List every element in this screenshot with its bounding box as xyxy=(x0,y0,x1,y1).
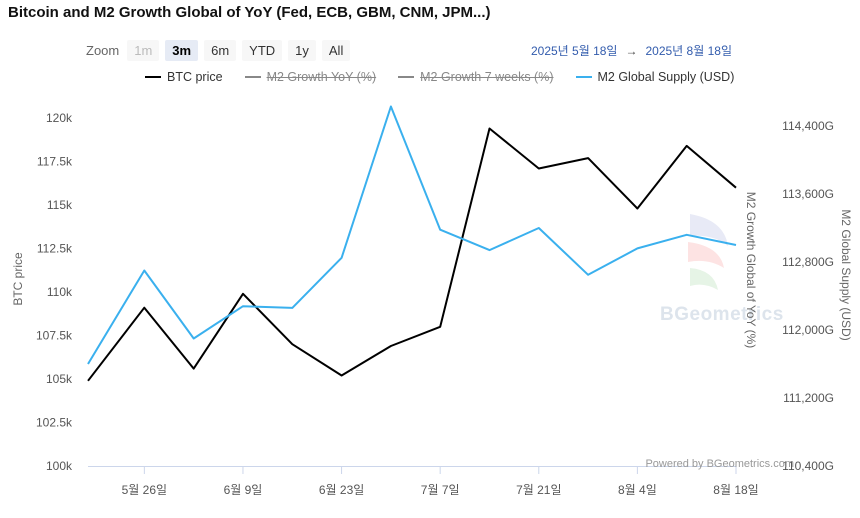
legend-swatch xyxy=(244,76,261,78)
y-left-tick-label: 117.5k xyxy=(37,155,73,169)
y-left-tick-label: 107.5k xyxy=(36,329,73,343)
zoom-toolbar: Zoom 1m 3m 6m YTD 1y All xyxy=(86,40,351,61)
zoom-6m-button[interactable]: 6m xyxy=(204,40,237,61)
legend: BTC price M2 Growth YoY (%) M2 Growth 7 … xyxy=(145,70,734,84)
x-tick-label: 8월 18일 xyxy=(713,483,758,497)
y-right-tick-label: 110,400G xyxy=(782,459,834,473)
y-right-inner-axis-title: M2 Growth Global of YoY (%) xyxy=(744,192,758,349)
range-from[interactable]: 2025년 5월 18일 xyxy=(530,44,618,58)
m2-global-supply-line xyxy=(87,105,737,365)
y-right-axis-title: M2 Global Supply (USD) xyxy=(839,209,853,340)
y-left-tick-label: 115k xyxy=(47,198,73,212)
legend-label: M2 Global Supply (USD) xyxy=(597,70,735,84)
zoom-1m-button[interactable]: 1m xyxy=(127,40,160,61)
legend-item-btc-price[interactable]: BTC price xyxy=(145,70,223,84)
y-left-tick-label: 120k xyxy=(46,111,73,125)
y-right-tick-label: 112,800G xyxy=(782,255,834,269)
range-arrow-icon: → xyxy=(625,44,638,58)
chart-title: Bitcoin and M2 Growth Global of YoY (Fed… xyxy=(8,4,491,21)
legend-item-m2-global-supply[interactable]: M2 Global Supply (USD) xyxy=(575,70,735,84)
watermark-logo-icon xyxy=(688,214,728,290)
y-left-tick-label: 112.5k xyxy=(37,242,73,256)
x-tick-label: 7월 7일 xyxy=(421,483,460,497)
y-left-tick-label: 105k xyxy=(46,372,73,386)
legend-swatch xyxy=(575,76,592,78)
zoom-all-button[interactable]: All xyxy=(321,40,351,61)
x-tick-label: 7월 21일 xyxy=(516,483,561,497)
date-range: 2025년 5월 18일 → 2025년 8월 18일 xyxy=(531,42,732,59)
x-tick-label: 5월 26일 xyxy=(122,483,167,497)
y-right-tick-label: 113,600G xyxy=(782,187,834,201)
x-tick-label: 6월 9일 xyxy=(224,483,263,497)
zoom-ytd-button[interactable]: YTD xyxy=(242,40,283,61)
legend-label: M2 Growth YoY (%) xyxy=(266,70,377,84)
legend-swatch xyxy=(398,76,415,78)
legend-item-m2-growth-7-weeks[interactable]: M2 Growth 7 weeks (%) xyxy=(398,70,554,84)
zoom-1y-button[interactable]: 1y xyxy=(288,40,316,61)
y-left-tick-label: 102.5k xyxy=(36,416,73,430)
zoom-label: Zoom xyxy=(86,43,120,58)
legend-label: M2 Growth 7 weeks (%) xyxy=(420,70,554,84)
y-right-tick-label: 114,400G xyxy=(782,119,834,133)
y-left-tick-label: 100k xyxy=(46,459,73,473)
y-right-tick-label: 112,000G xyxy=(782,323,834,337)
credits-link[interactable]: Powered by BGeometrics.com xyxy=(645,458,794,470)
x-tick-label: 6월 23일 xyxy=(319,483,364,497)
legend-label: BTC price xyxy=(167,70,223,84)
btc-price-line xyxy=(87,127,737,382)
legend-item-m2-growth-yoy[interactable]: M2 Growth YoY (%) xyxy=(244,70,377,84)
watermark-text: BGeometrics xyxy=(660,304,784,325)
y-left-tick-label: 110k xyxy=(47,285,73,299)
zoom-3m-button[interactable]: 3m xyxy=(165,40,199,61)
y-right-tick-label: 111,200G xyxy=(783,391,834,405)
legend-swatch xyxy=(145,76,161,78)
range-to[interactable]: 2025년 8월 18일 xyxy=(645,44,732,58)
y-left-axis-title: BTC price xyxy=(11,252,25,306)
x-tick-label: 8월 4일 xyxy=(618,483,657,497)
